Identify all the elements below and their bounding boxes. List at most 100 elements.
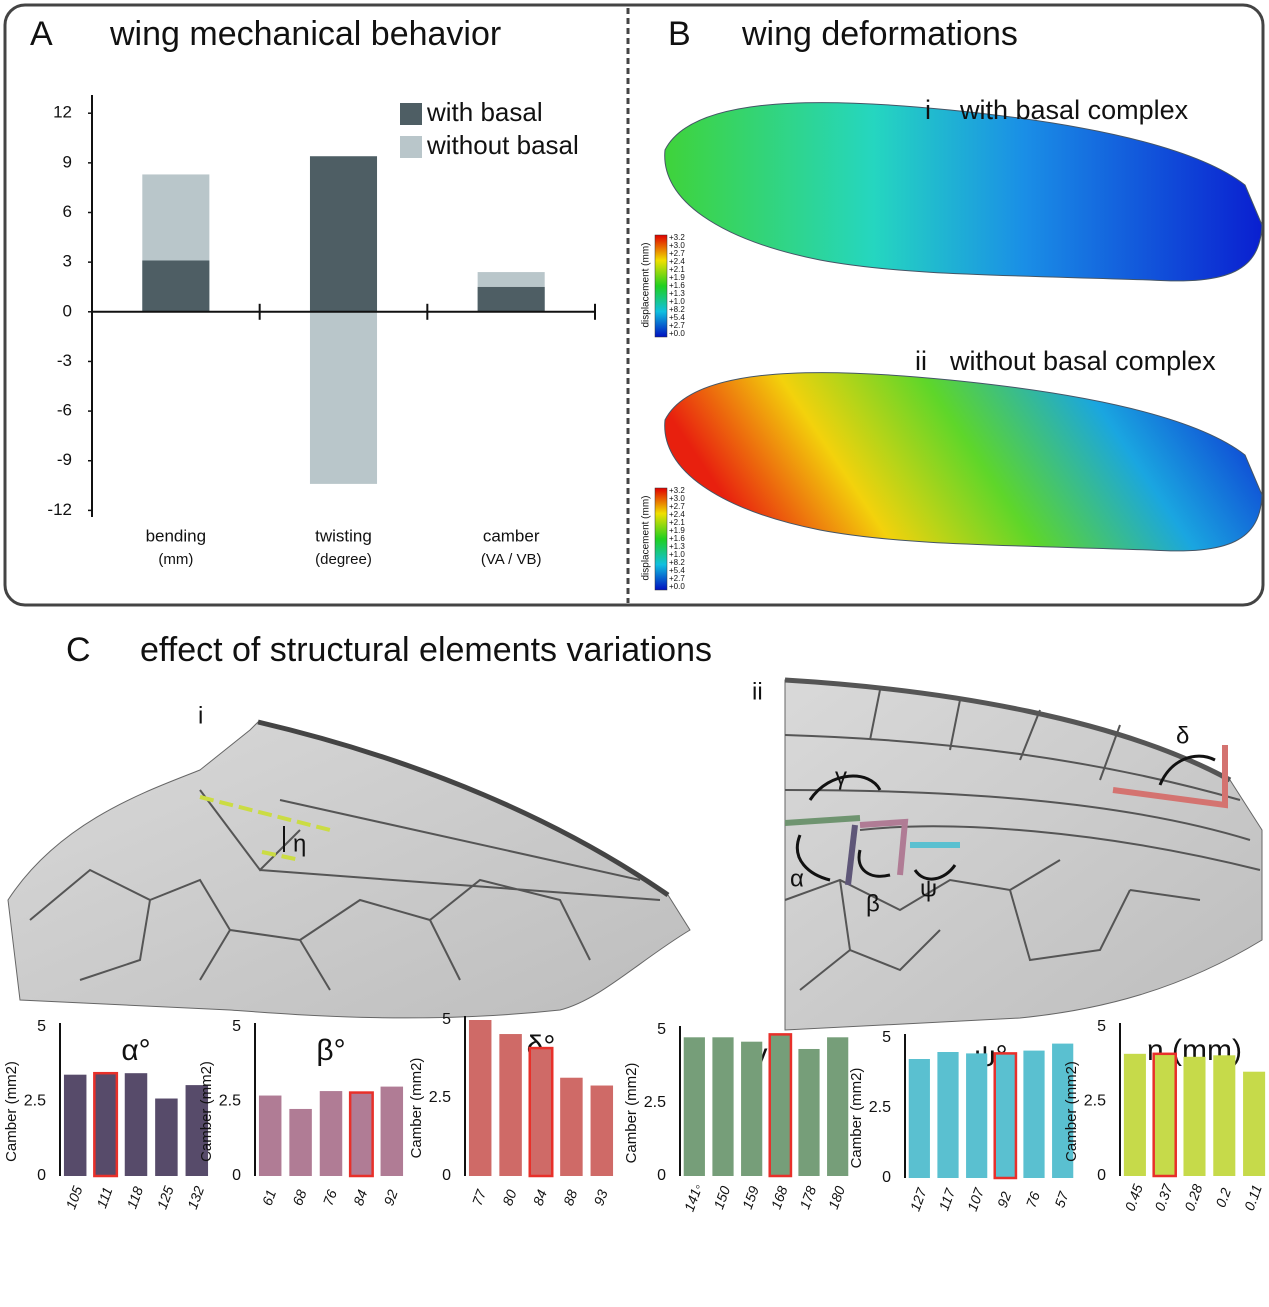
bar [259,1096,281,1176]
y-tick-label: 6 [63,202,72,221]
x-tick-label: 125 [154,1184,177,1212]
x-tick-label: 93 [590,1187,610,1207]
bar [909,1059,930,1178]
bar [350,1093,372,1176]
panel-title: effect of structural elements variations [140,631,712,669]
y-tick-label: 0 [63,301,72,320]
y-tick-label: -3 [57,351,72,370]
y-tick-label: 3 [63,252,72,271]
y-axis-label: Camber (mm2) [848,1068,865,1169]
y-tick-label: 2.5 [219,1093,241,1110]
wing-caption: with basal complex [959,95,1189,125]
colorbar-title: displacement (mm) [641,242,652,327]
x-tick-label: 80 [499,1187,519,1207]
y-axis-label: Camber (mm2) [623,1063,640,1164]
y-tick-label: 0 [442,1167,451,1184]
x-tick-label: 76 [1023,1189,1043,1209]
wing-label: ii [915,346,927,376]
y-axis-label: Camber (mm2) [1063,1061,1080,1162]
y-tick-label: 5 [882,1029,891,1046]
y-tick-label: 2.5 [24,1093,46,1110]
x-tick-label: 178 [796,1184,819,1212]
bar [310,156,377,312]
y-tick-label: 5 [657,1021,666,1038]
x-tick-label: 180 [825,1184,848,1212]
panel-label: B [668,15,691,53]
x-tick-label: 88 [560,1187,580,1207]
y-tick-label: -12 [47,500,72,519]
x-tick-label: 0.11 [1241,1183,1265,1213]
x-tick-label: 77 [469,1186,490,1207]
bar [289,1109,311,1176]
x-tick-label: 84 [530,1187,550,1207]
x-tick-label: 68 [289,1187,309,1207]
bar [966,1053,987,1178]
x-tick-unit: (VA / VB) [481,551,542,568]
colorbar [655,488,667,590]
x-tick-label: 84 [350,1187,370,1207]
y-axis-label: Camber (mm2) [3,1061,20,1162]
bar [381,1087,403,1176]
wing-ii [665,373,1262,551]
angle-label: η [293,830,306,857]
bar [827,1037,848,1176]
x-tick-unit: (degree) [315,551,372,568]
x-tick-label: 159 [739,1184,762,1212]
bar [530,1048,552,1176]
y-axis-label: Camber (mm2) [198,1061,215,1162]
x-tick-label: 150 [710,1184,733,1212]
bar [1213,1055,1235,1176]
y-tick-label: 0 [1097,1167,1106,1184]
y-tick-label: 5 [232,1018,241,1035]
legend-label: with basal [426,97,543,127]
bar [770,1034,791,1176]
y-tick-label: 2.5 [644,1094,666,1111]
bar [499,1034,521,1176]
y-tick-label: 0 [232,1167,241,1184]
angle-label: ψ [920,875,937,902]
x-tick-label: 0.28 [1181,1182,1205,1213]
x-tick-label: 118 [123,1184,146,1211]
y-tick-label: 2.5 [869,1099,891,1116]
bar [478,287,545,312]
colorbar [655,235,667,337]
bar [937,1052,958,1178]
wing-label: i [925,95,931,125]
y-tick-label: 9 [63,152,72,171]
x-tick-label: 57 [1051,1188,1072,1209]
bar [1154,1054,1176,1176]
y-tick-label: 5 [37,1018,46,1035]
y-tick-label: 0 [882,1169,891,1186]
chart-title: α° [121,1034,150,1067]
wing-diagram-i [8,722,690,1018]
bar [142,260,209,311]
bar [469,1020,491,1176]
x-tick-label: 107 [964,1185,987,1214]
y-tick-label: 0 [657,1167,666,1184]
x-tick-label: 61 [259,1188,279,1208]
bar [125,1073,147,1176]
bar [741,1042,762,1176]
panel-title: wing deformations [741,15,1018,53]
sub-label: ii [752,678,763,705]
angle-label: β [866,890,880,917]
x-tick-label: 0.45 [1122,1182,1146,1213]
bar [94,1073,116,1176]
x-tick-unit: (mm) [158,551,193,568]
y-tick-label: -6 [57,401,72,420]
sub-label: i [198,702,203,729]
x-tick-label: 141◦ [681,1181,706,1213]
panel-label: C [66,631,91,669]
colorbar-title: displacement (mm) [641,495,652,580]
x-tick-label: 168 [768,1184,791,1212]
x-tick-label: 105 [62,1184,85,1212]
bar [798,1049,819,1176]
bar [64,1075,86,1176]
y-tick-label: 12 [53,103,72,122]
x-tick-label: camber [483,526,540,545]
x-tick-label: 127 [907,1185,930,1214]
x-tick-label: 76 [320,1187,340,1207]
y-tick-label: 5 [442,1011,451,1028]
legend-swatch [400,136,422,158]
x-tick-label: 92 [994,1189,1014,1209]
